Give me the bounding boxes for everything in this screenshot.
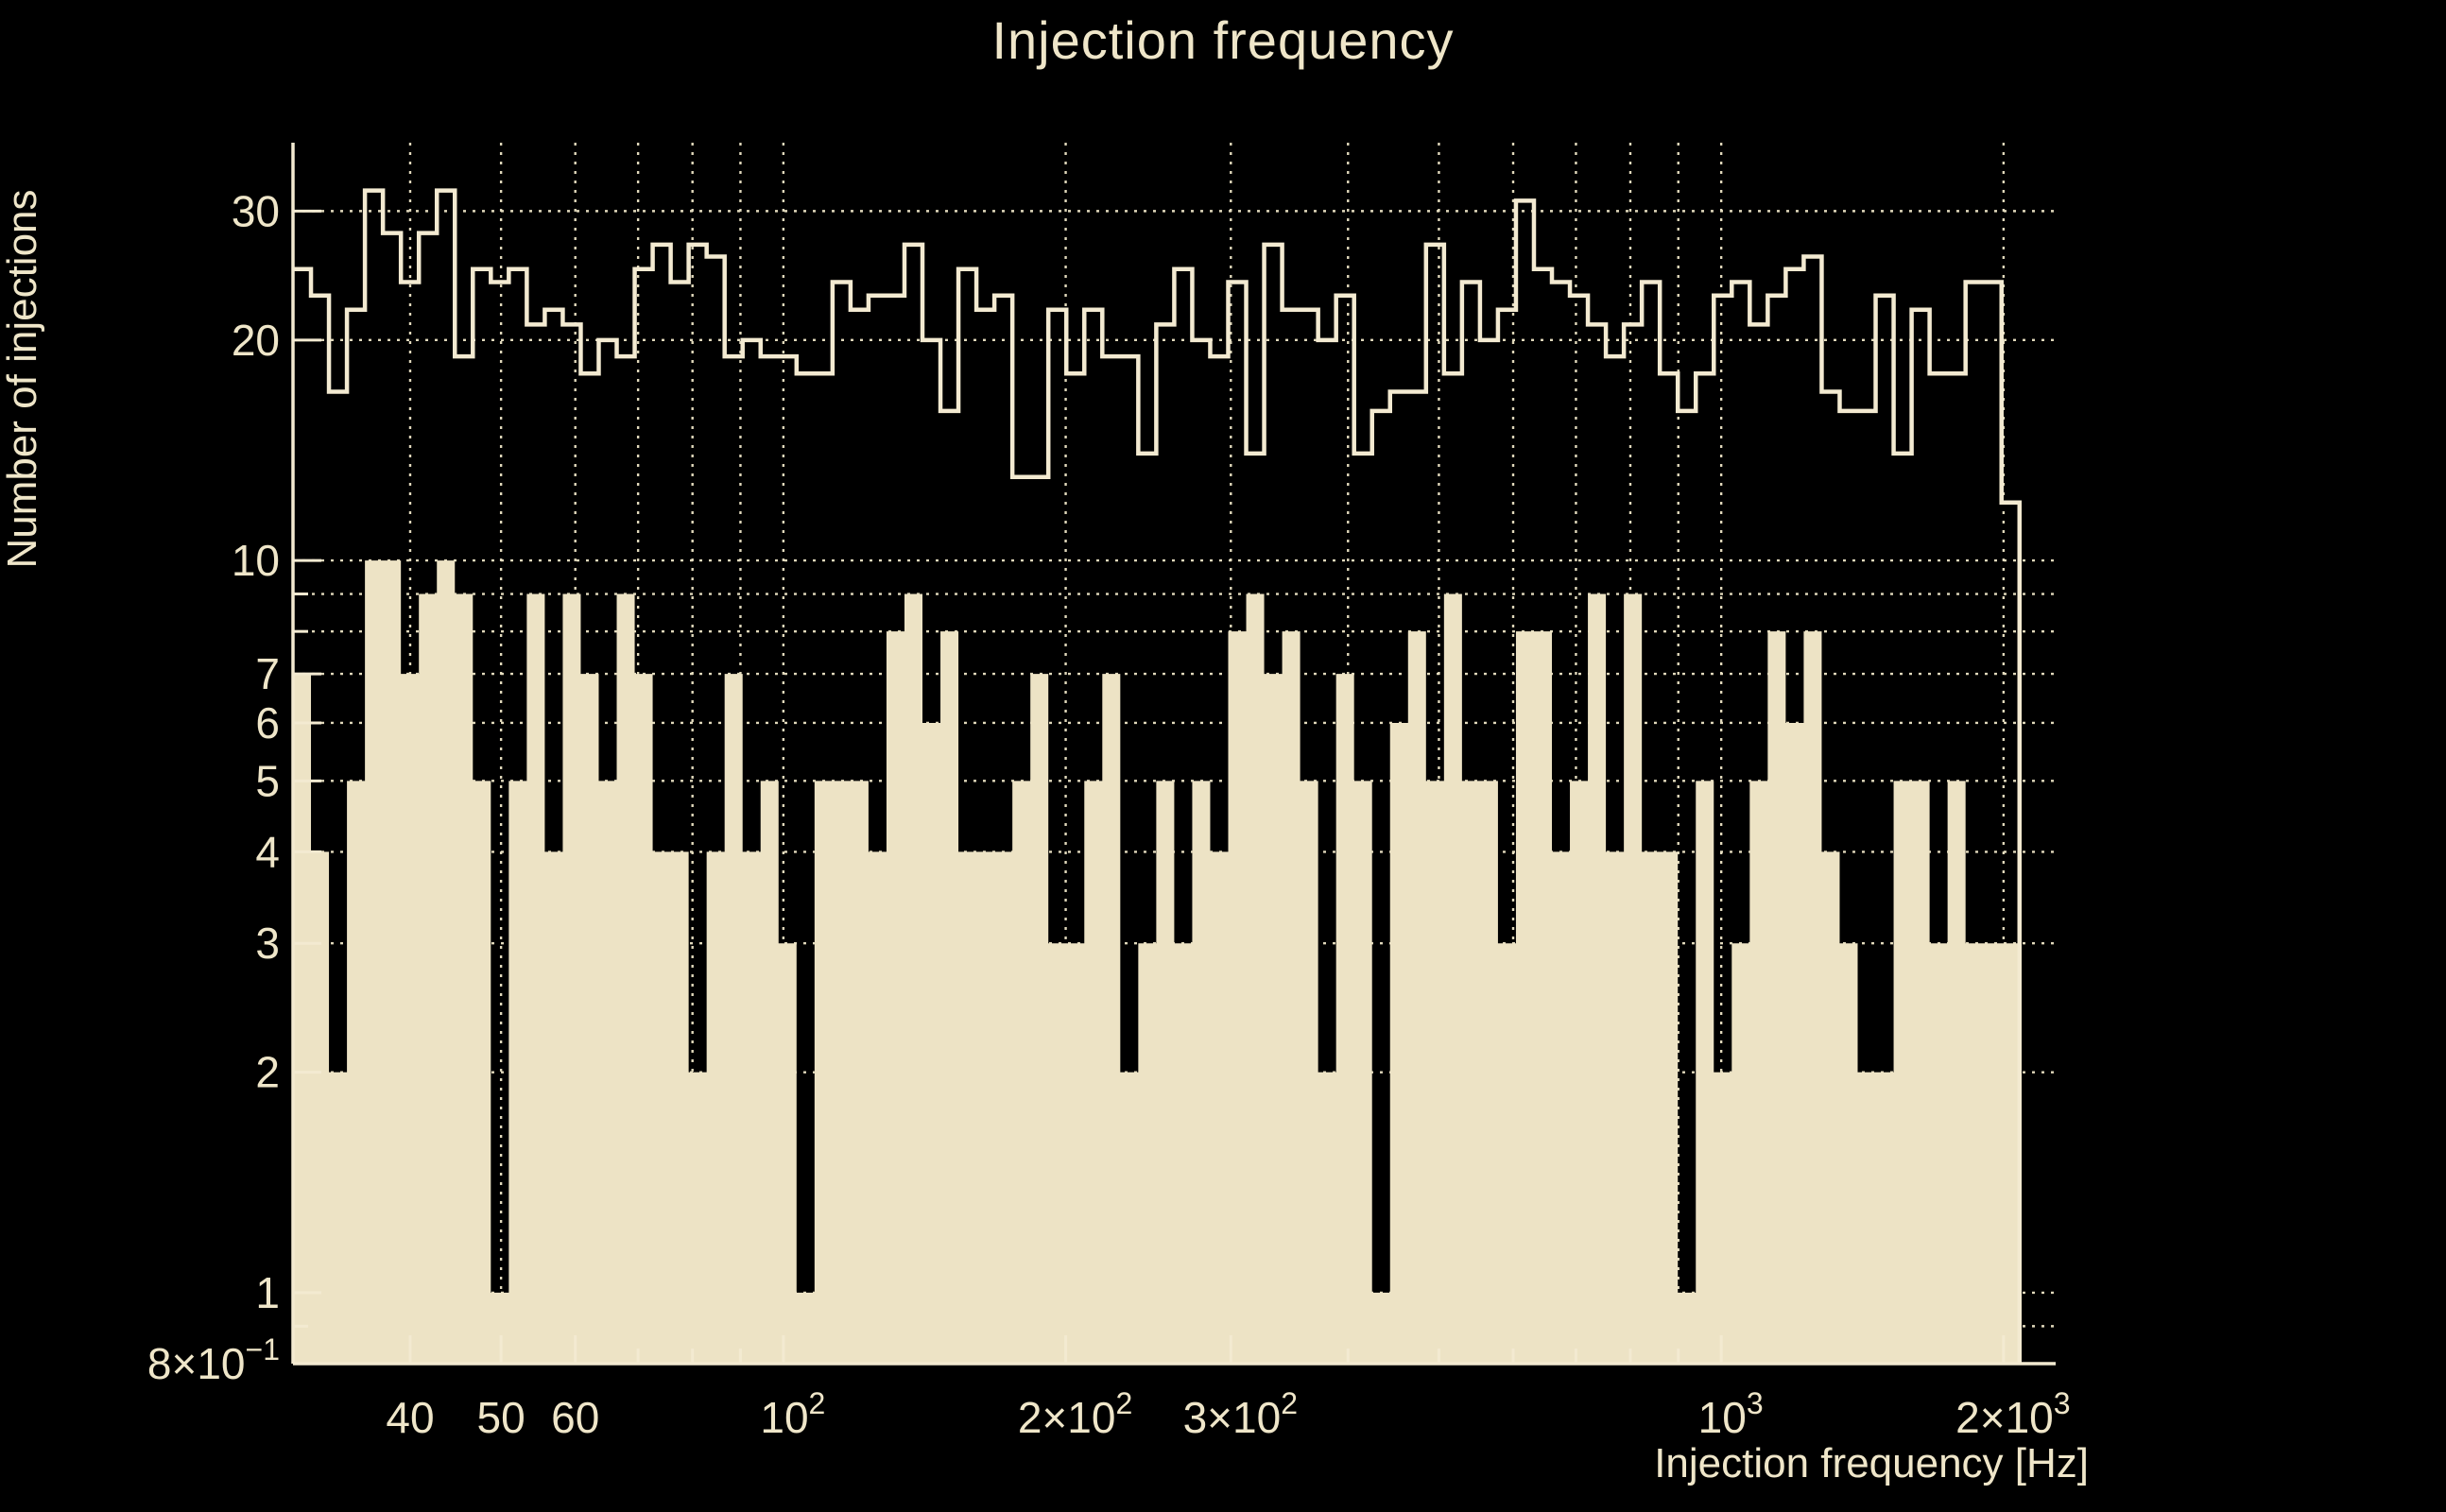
tick-label: 6 — [255, 698, 280, 747]
tick-label: 40 — [386, 1393, 434, 1442]
y-tick-labels: 30 20 10 76 5 4 3 2 1 8×10−1 — [147, 186, 280, 1388]
axis-lines — [291, 143, 2056, 1366]
tick-label: 5 — [255, 756, 280, 805]
tick-label: 4 — [255, 827, 280, 876]
tick-label: 3×102 — [1183, 1386, 1298, 1442]
tick-label: 60 — [551, 1393, 599, 1442]
tick-label: 1 — [255, 1268, 280, 1317]
tick-label: 20 — [232, 316, 280, 365]
tick-label: 50 — [477, 1393, 525, 1442]
tick-label: 103 — [1698, 1386, 1764, 1442]
tick-label: 7 — [255, 649, 280, 698]
y-axis-title: Number of injections — [0, 189, 45, 569]
tick-label: 30 — [232, 186, 280, 235]
tick-marks — [293, 209, 2006, 1364]
x-axis-title: Injection frequency [Hz] — [1654, 1440, 2089, 1486]
tick-label: 2×103 — [1955, 1386, 2070, 1442]
tick-label: 2×102 — [1018, 1386, 1132, 1442]
tick-label: 8×10−1 — [147, 1332, 280, 1388]
chart-title: Injection frequency — [991, 10, 1455, 70]
outline-histogram — [293, 188, 2023, 1364]
x-tick-labels: 40 50 60 102 2×102 3×102 103 2×103 — [386, 1386, 2070, 1442]
tick-label: 2 — [255, 1048, 280, 1097]
filled-histogram — [293, 560, 2020, 1364]
tick-label: 10 — [232, 536, 280, 585]
tick-label: 102 — [760, 1386, 825, 1442]
tick-label: 3 — [255, 919, 280, 968]
